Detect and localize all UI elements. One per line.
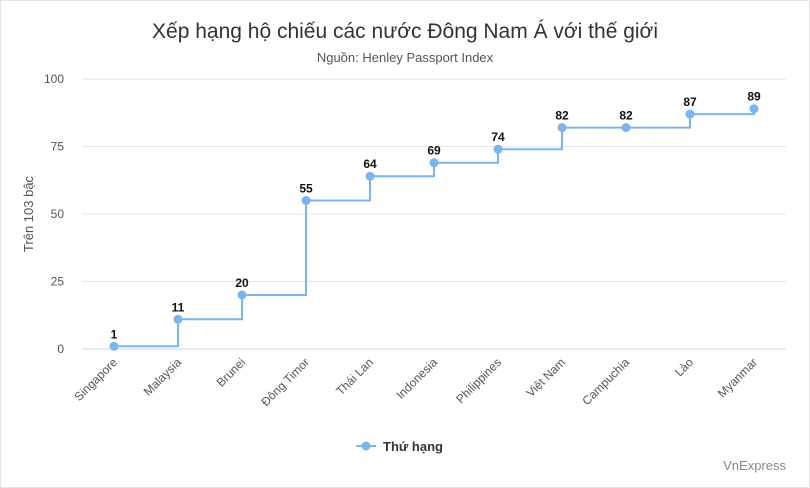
data-point[interactable]	[429, 158, 439, 168]
x-tick-label: Malaysia	[141, 355, 185, 399]
data-point[interactable]	[621, 123, 631, 133]
data-label: 74	[491, 130, 505, 144]
series-line	[114, 108, 755, 348]
y-tick-label: 75	[51, 140, 65, 154]
x-tick-label: Campuchia	[579, 355, 632, 408]
data-point[interactable]	[557, 123, 567, 133]
data-label: 69	[427, 144, 441, 158]
x-axis-ticks: Singapore Malaysia Brunei Đông Timor Thái La…	[72, 355, 761, 409]
x-tick-label: Indonesia	[393, 355, 440, 402]
data-point[interactable]	[109, 341, 119, 351]
x-tick-label: Đông Timor	[258, 355, 312, 409]
data-label: 87	[683, 95, 697, 109]
legend[interactable]: Thứ hạng	[356, 439, 443, 454]
legend-label: Thứ hạng	[383, 439, 443, 454]
legend-marker-icon	[361, 441, 371, 451]
data-point[interactable]	[493, 144, 503, 154]
series-points	[109, 104, 759, 351]
x-tick-label: Brunei	[214, 355, 248, 389]
y-tick-label: 0	[57, 342, 64, 356]
x-tick-label: Việt Nam	[523, 355, 568, 400]
credit-label[interactable]: VnExpress	[723, 458, 786, 473]
data-label: 82	[555, 109, 569, 123]
x-tick-label: Myanmar	[715, 355, 760, 400]
chart-subtitle: Nguồn: Henley Passport Index	[317, 50, 494, 65]
y-tick-label: 50	[51, 207, 65, 221]
x-tick-label: Thái Lan	[333, 355, 376, 398]
y-tick-label: 25	[51, 275, 65, 289]
data-point[interactable]	[365, 171, 375, 181]
x-tick-label: Singapore	[72, 355, 121, 404]
x-tick-label: Philippines	[453, 355, 504, 406]
data-label: 55	[299, 182, 313, 196]
data-point[interactable]	[301, 196, 311, 205]
series-step-line	[114, 108, 755, 348]
data-label: 82	[619, 109, 633, 123]
chart-title: Xếp hạng hộ chiếu các nước Đông Nam Á vớ…	[152, 20, 658, 43]
data-label: 20	[235, 276, 249, 290]
x-tick-label: Lào	[672, 355, 696, 379]
data-point[interactable]	[173, 314, 183, 324]
grid	[82, 78, 786, 350]
y-tick-label: 100	[44, 72, 64, 86]
data-label: 64	[363, 157, 377, 171]
data-point[interactable]	[237, 290, 247, 300]
data-label: 11	[172, 300, 185, 314]
data-label: 89	[747, 90, 761, 104]
data-label: 1	[111, 327, 118, 341]
y-axis-ticks: 0 25 50 75 100	[44, 72, 64, 356]
data-point[interactable]	[685, 109, 695, 119]
data-point[interactable]	[749, 104, 759, 114]
y-axis-label: Trên 103 bậc	[21, 175, 36, 252]
